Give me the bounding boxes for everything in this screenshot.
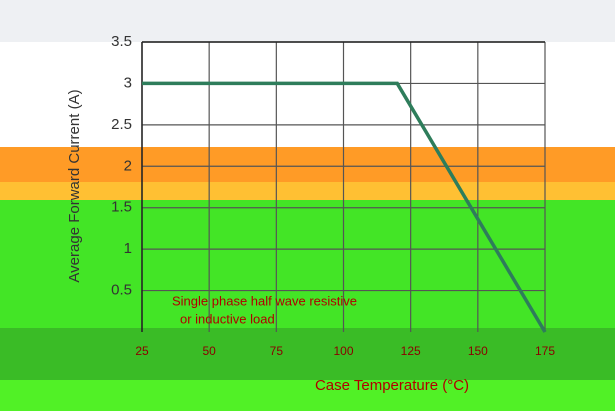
y-axis-label: Average Forward Current (A) [66,89,83,282]
glitch-band [0,380,615,411]
x-axis-label: Case Temperature (°C) [315,377,469,394]
y-tick-label: 2 [124,157,132,174]
chart: 0.5 1 1.5 2 2.5 3 3.5 25 50 75 100 125 150 175 Averag… [0,0,615,411]
glitch-band [0,200,615,328]
annotation: Single phase half wave resistive [172,293,357,308]
x-tick-label: 25 [135,344,149,358]
x-tick-label: 100 [333,344,353,358]
top-band [0,0,615,42]
y-tick-label: 2.5 [111,116,132,133]
x-tick-label: 75 [270,344,284,358]
y-tick-label: 1 [124,240,132,257]
x-tick-label: 50 [202,344,216,358]
y-tick-label: 3 [124,74,132,91]
x-tick-label: 125 [401,344,421,358]
x-tick-label: 175 [535,344,555,358]
y-tick-label: 1.5 [111,199,132,216]
glitch-band [0,182,615,200]
annotation: or inductive load [180,311,275,326]
x-tick-label: 150 [468,344,488,358]
y-tick-label: 3.5 [111,33,132,50]
glitch-band [0,328,615,380]
glitch-band [0,147,615,182]
y-tick-label: 0.5 [111,282,132,299]
